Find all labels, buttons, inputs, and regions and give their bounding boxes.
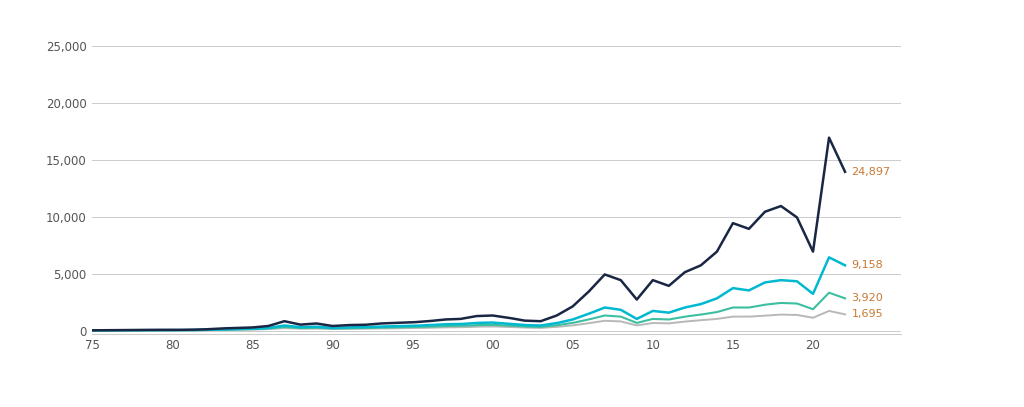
NSCI XIC 14.5% p.a. <box>86 328 98 333</box>
Numis All Sh 11.7% p.a. <box>529 325 542 330</box>
Text: 3,920: 3,920 <box>852 293 884 303</box>
Numis Mid Cap XIC 13.1% p.a <box>733 305 745 310</box>
Numis All Sh 11.7% p.a. <box>86 328 98 333</box>
Numis All Sh 11.7% p.a. <box>823 309 836 313</box>
NSC 1000 XIC 16.2% p.a. <box>823 135 836 140</box>
Numis All Sh 11.7% p.a. <box>672 320 684 325</box>
Text: 1,695: 1,695 <box>852 309 883 319</box>
NSC 1000 XIC 16.2% p.a. <box>520 318 532 323</box>
Text: 24,897: 24,897 <box>852 167 891 177</box>
Numis Mid Cap XIC 13.1% p.a <box>86 328 98 333</box>
Numis All Sh 11.7% p.a. <box>733 314 745 319</box>
Line: Numis Mid Cap XIC 13.1% p.a: Numis Mid Cap XIC 13.1% p.a <box>92 293 845 330</box>
Numis Mid Cap XIC 13.1% p.a <box>520 324 532 329</box>
NSCI XIC 14.5% p.a. <box>839 263 851 268</box>
Line: Numis All Sh 11.7% p.a.: Numis All Sh 11.7% p.a. <box>92 311 845 330</box>
NSCI XIC 14.5% p.a. <box>603 306 615 311</box>
NSC 1000 XIC 16.2% p.a. <box>672 276 684 280</box>
NSC 1000 XIC 16.2% p.a. <box>86 328 98 333</box>
Numis Mid Cap XIC 13.1% p.a <box>603 313 615 318</box>
Numis All Sh 11.7% p.a. <box>520 325 532 330</box>
NSC 1000 XIC 16.2% p.a. <box>657 282 670 287</box>
Line: NSCI XIC 14.5% p.a.: NSCI XIC 14.5% p.a. <box>92 257 845 330</box>
NSC 1000 XIC 16.2% p.a. <box>733 223 745 228</box>
NSCI XIC 14.5% p.a. <box>823 255 836 260</box>
NSCI XIC 14.5% p.a. <box>733 287 745 291</box>
Numis All Sh 11.7% p.a. <box>657 321 670 326</box>
Numis Mid Cap XIC 13.1% p.a <box>657 317 670 322</box>
Line: NSC 1000 XIC 16.2% p.a.: NSC 1000 XIC 16.2% p.a. <box>92 138 845 330</box>
NSC 1000 XIC 16.2% p.a. <box>839 169 851 174</box>
Legend: NSC 1000 XIC 16.2% p.a., NSCI XIC 14.5% p.a., Numis Mid Cap XIC 13.1% p.a, Numis: NSC 1000 XIC 16.2% p.a., NSCI XIC 14.5% … <box>62 404 818 407</box>
Numis Mid Cap XIC 13.1% p.a <box>823 290 836 295</box>
Numis All Sh 11.7% p.a. <box>603 318 615 323</box>
Numis Mid Cap XIC 13.1% p.a <box>529 324 542 329</box>
NSCI XIC 14.5% p.a. <box>657 310 670 315</box>
Numis All Sh 11.7% p.a. <box>839 312 851 317</box>
Numis Mid Cap XIC 13.1% p.a <box>672 315 684 320</box>
Numis Mid Cap XIC 13.1% p.a <box>839 296 851 301</box>
NSCI XIC 14.5% p.a. <box>520 323 532 328</box>
NSCI XIC 14.5% p.a. <box>529 323 542 328</box>
NSC 1000 XIC 16.2% p.a. <box>603 274 615 278</box>
NSC 1000 XIC 16.2% p.a. <box>529 319 542 324</box>
NSCI XIC 14.5% p.a. <box>672 307 684 312</box>
Text: 9,158: 9,158 <box>852 260 884 270</box>
